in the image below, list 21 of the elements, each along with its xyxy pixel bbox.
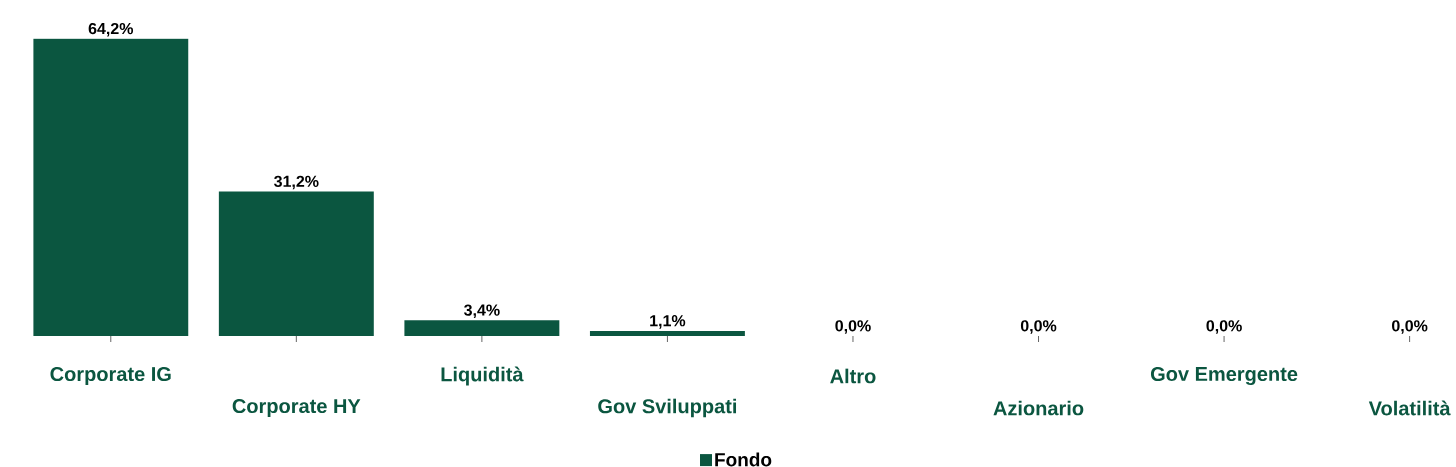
data-label: 0,0% [1392, 320, 1428, 334]
x-tick-label: Azionario [993, 400, 1084, 416]
data-label: 0,0% [1020, 320, 1057, 334]
bar [589, 330, 745, 336]
legend-label: Fondo [715, 452, 772, 467]
x-tick-label: Volatilità [1368, 400, 1451, 416]
bar [33, 38, 189, 336]
data-label: 1,1% [650, 315, 686, 329]
data-label: 3,4% [464, 304, 500, 319]
data-label: 0,0% [1206, 320, 1242, 334]
bar [404, 320, 560, 336]
x-tick-label: Gov Sviluppati [598, 398, 737, 418]
x-tick-label: Altro [830, 368, 876, 384]
data-label: 64,2% [88, 22, 134, 37]
data-label: 31,2% [274, 175, 319, 190]
data-label: 0,0% [835, 320, 871, 334]
x-tick-label: Liquidità [441, 366, 524, 386]
x-tick-label: Corporate HY [232, 398, 361, 418]
bar [218, 191, 374, 336]
x-tick-label: Corporate IG [50, 366, 171, 386]
x-tick-label: Gov Emergente [1150, 366, 1298, 386]
